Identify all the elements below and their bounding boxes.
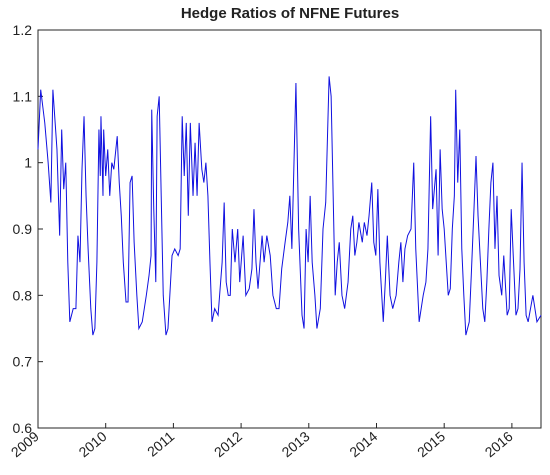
- x-tick-label: 2015: [414, 428, 448, 460]
- y-tick-label: 1.1: [13, 88, 33, 104]
- data-line: [37, 76, 542, 336]
- plot-frame: [37, 29, 542, 429]
- chart-title: Hedge Ratios of NFNE Futures: [181, 5, 399, 22]
- x-tick-label: 2012: [211, 428, 245, 460]
- x-tick-label: 2014: [346, 428, 380, 460]
- y-tick-label: 1: [24, 155, 32, 171]
- y-tick-label: 1.2: [13, 22, 33, 38]
- x-tick-label: 2010: [75, 428, 109, 460]
- y-tick-label: 0.9: [13, 221, 33, 237]
- y-tick-label: 0.7: [13, 354, 33, 370]
- y-tick-label: 0.6: [13, 420, 33, 436]
- y-tick-label: 0.8: [13, 287, 33, 303]
- x-tick-label: 2011: [144, 428, 178, 460]
- x-tick-label: 2016: [482, 428, 516, 460]
- x-tick-label: 2013: [279, 428, 313, 460]
